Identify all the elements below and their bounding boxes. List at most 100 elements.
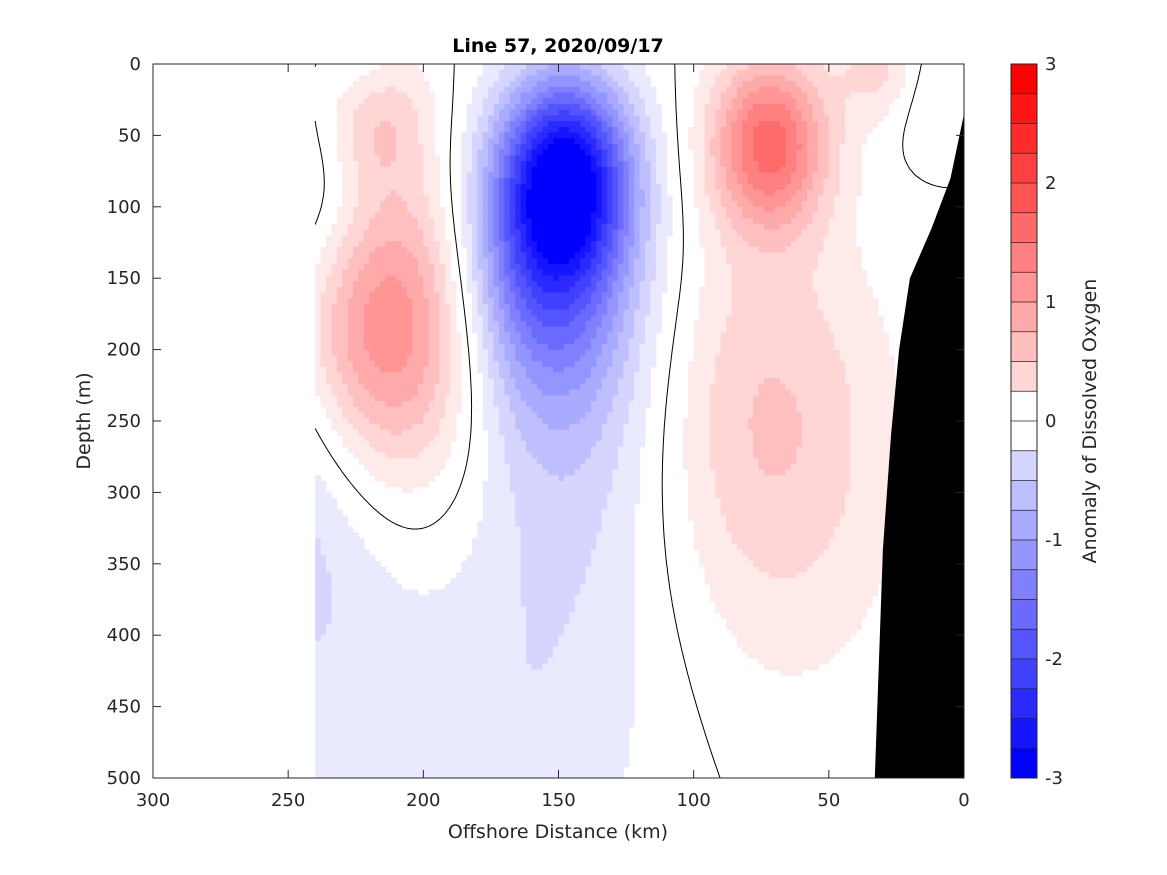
field-cell — [396, 275, 403, 282]
field-cell — [374, 195, 381, 202]
field-cell — [385, 246, 392, 254]
field-cell — [369, 195, 376, 202]
field-cell — [369, 252, 376, 259]
field-cell — [461, 201, 468, 208]
field-cell — [374, 743, 381, 751]
field-cell — [342, 743, 349, 751]
field-cell — [563, 452, 570, 459]
field-cell — [499, 395, 506, 402]
field-cell — [477, 720, 484, 728]
field-cell — [542, 458, 549, 465]
field-cell — [423, 680, 430, 688]
field-cell — [380, 732, 387, 739]
field-cell — [326, 343, 333, 351]
field-cell — [434, 281, 441, 288]
field-cell — [477, 652, 484, 659]
field-cell — [515, 183, 522, 191]
field-cell — [504, 103, 511, 111]
field-cell — [461, 760, 468, 768]
field-cell — [504, 429, 511, 436]
field-cell — [553, 635, 560, 642]
field-cell — [569, 223, 576, 231]
field-cell — [461, 743, 468, 751]
field-cell — [423, 166, 430, 174]
field-cell — [558, 401, 565, 408]
field-cell — [390, 738, 397, 745]
field-cell — [488, 532, 495, 539]
field-cell — [396, 446, 403, 454]
field-cell — [353, 109, 360, 117]
field-cell — [369, 81, 376, 88]
field-cell — [569, 315, 576, 322]
field-cell — [520, 212, 527, 219]
field-cell — [417, 372, 424, 379]
field-cell — [520, 355, 527, 362]
field-cell — [336, 698, 343, 705]
field-cell — [553, 126, 560, 134]
field-cell — [434, 606, 441, 613]
field-cell — [520, 663, 527, 671]
field-cell — [353, 658, 360, 665]
field-cell — [482, 515, 489, 522]
field-cell — [407, 332, 414, 339]
field-cell — [320, 646, 327, 653]
field-cell — [423, 149, 430, 156]
field-cell — [412, 395, 419, 402]
field-cell — [326, 338, 333, 345]
field-cell — [488, 772, 495, 778]
field-cell — [412, 418, 419, 425]
field-cell — [461, 566, 468, 573]
field-cell — [461, 589, 468, 596]
field-cell — [493, 492, 500, 499]
field-cell — [536, 743, 543, 751]
field-cell — [390, 326, 397, 334]
field-cell — [520, 480, 527, 488]
field-cell — [558, 738, 565, 745]
field-cell — [423, 412, 430, 419]
field-cell — [482, 749, 489, 756]
field-cell — [385, 595, 392, 602]
field-cell — [417, 458, 424, 465]
field-cell — [547, 132, 554, 139]
field-cell — [471, 86, 478, 94]
field-cell — [515, 161, 522, 168]
field-cell — [547, 578, 554, 585]
field-cell — [342, 595, 349, 602]
field-cell — [488, 252, 495, 259]
field-cell — [417, 86, 424, 94]
field-cell — [520, 69, 527, 77]
field-cell — [477, 298, 484, 305]
field-cell — [466, 743, 473, 751]
field-cell — [482, 281, 489, 288]
field-cell — [331, 229, 338, 236]
field-cell — [477, 635, 484, 642]
field-cell — [520, 166, 527, 174]
field-cell — [509, 520, 516, 528]
field-cell — [434, 338, 441, 345]
field-cell — [504, 458, 511, 465]
field-cell — [390, 201, 397, 208]
field-cell — [563, 458, 570, 465]
field-cell — [499, 475, 506, 482]
field-cell — [563, 155, 570, 162]
field-cell — [439, 663, 446, 671]
field-cell — [358, 749, 365, 756]
field-cell — [342, 281, 349, 288]
field-cell — [396, 595, 403, 602]
field-cell — [461, 732, 468, 739]
field-cell — [423, 281, 430, 288]
field-cell — [547, 412, 554, 419]
field-cell — [558, 189, 565, 196]
field-cell — [531, 143, 538, 151]
field-cell — [374, 166, 381, 174]
field-cell — [515, 669, 522, 676]
field-cell — [558, 321, 565, 328]
field-cell — [336, 269, 343, 276]
field-cell — [477, 640, 484, 648]
field-cell — [569, 235, 576, 242]
field-cell — [390, 726, 397, 733]
field-cell — [374, 126, 381, 134]
field-cell — [493, 480, 500, 488]
field-cell — [374, 378, 381, 385]
field-cell — [477, 246, 484, 254]
